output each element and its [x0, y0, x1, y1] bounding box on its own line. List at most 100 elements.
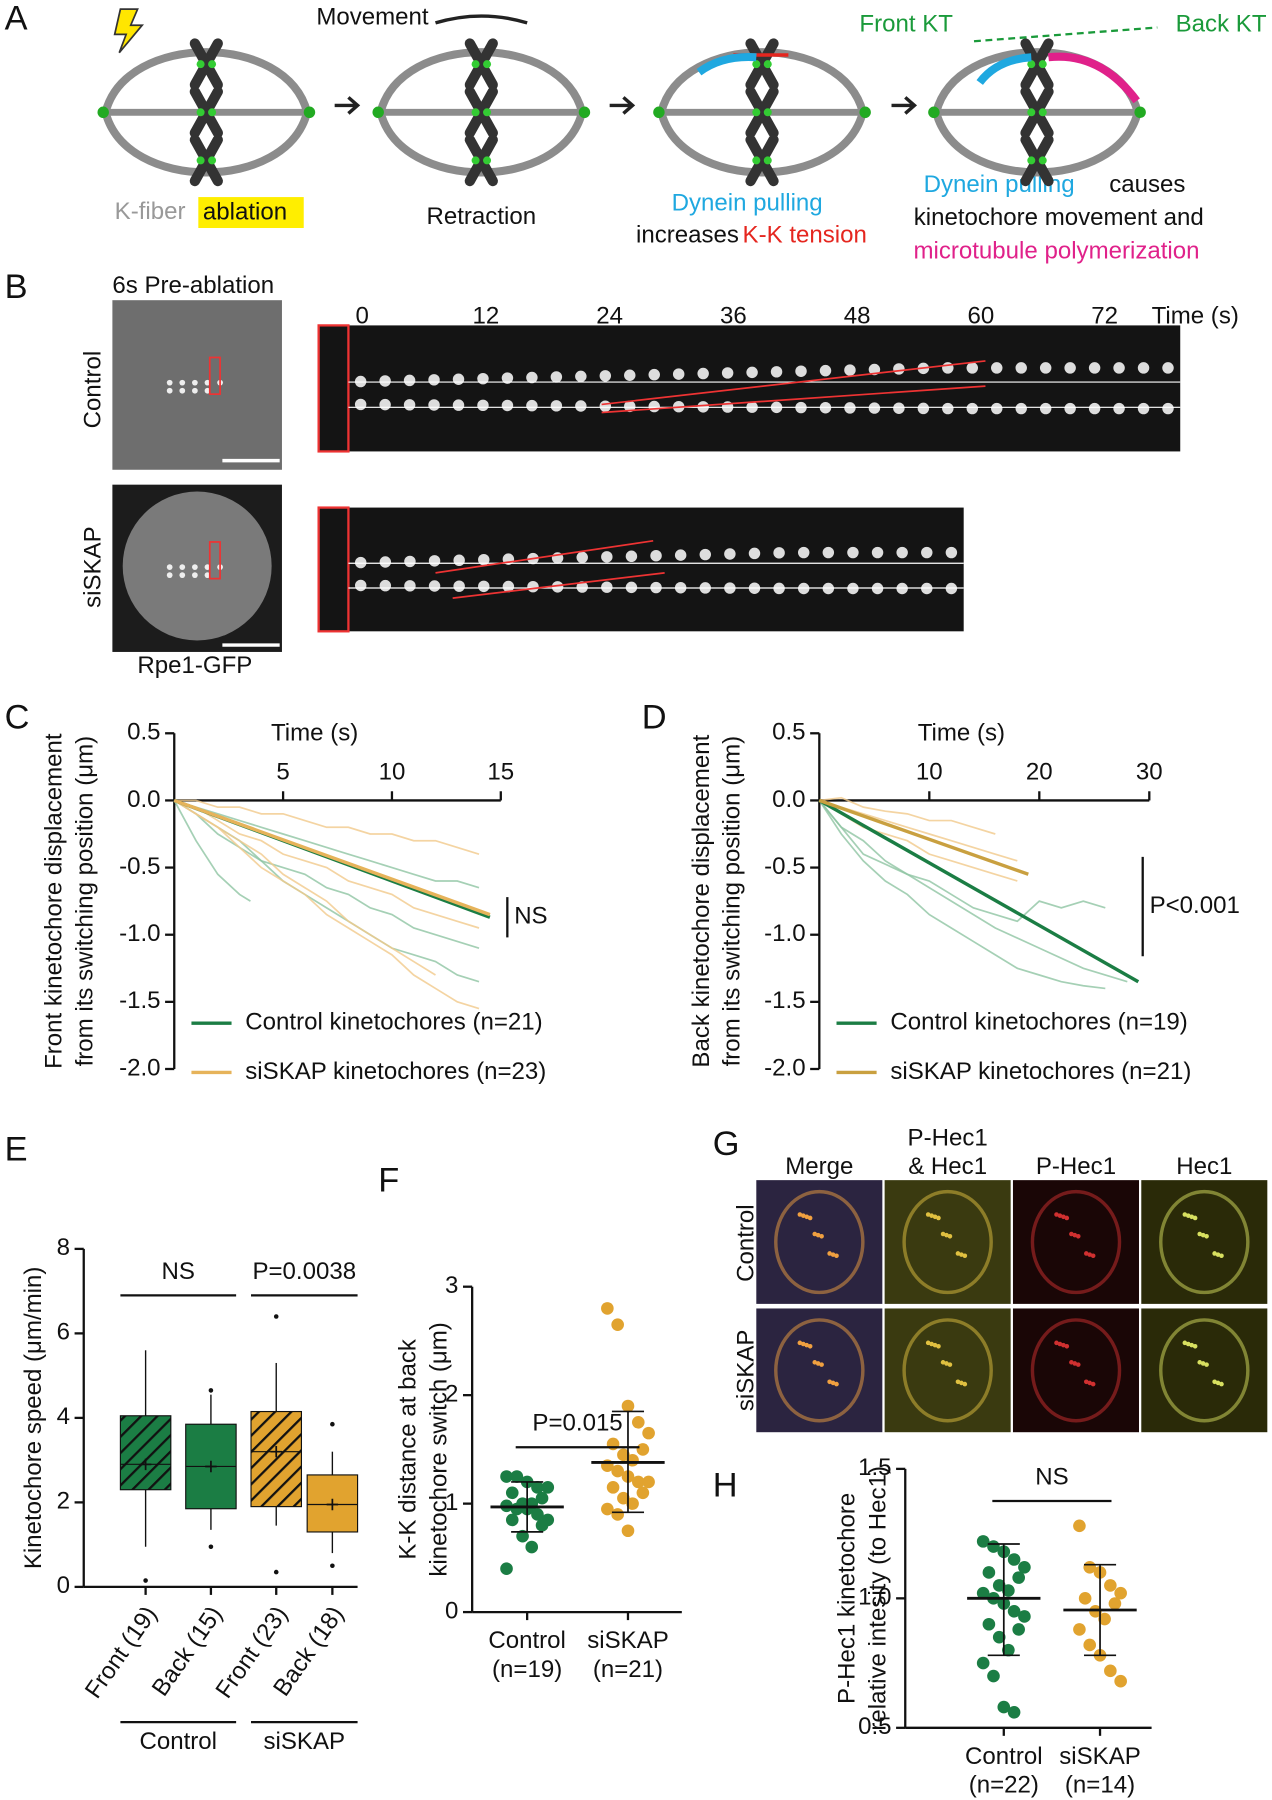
point: [500, 1562, 513, 1576]
spot: [893, 363, 905, 375]
x-tick-label: 30: [1136, 758, 1163, 785]
spot: [166, 387, 173, 394]
point: [606, 1481, 620, 1494]
spot: [179, 564, 186, 571]
label: K-fiber: [115, 198, 186, 225]
y-tick-label: 1: [445, 1489, 458, 1516]
column-label: Merge: [785, 1153, 853, 1180]
point: [626, 1497, 639, 1510]
spot: [770, 366, 783, 378]
kinetochore: [471, 156, 480, 165]
fit-line: [452, 572, 665, 599]
spot: [795, 365, 807, 377]
point: [976, 1535, 990, 1548]
chromosome: [745, 134, 779, 187]
spot: [807, 1343, 813, 1349]
kinetochore: [208, 108, 217, 117]
cell: [902, 1318, 993, 1423]
spot: [354, 579, 367, 592]
spot: [819, 1233, 824, 1239]
spot: [1039, 362, 1052, 374]
point: [601, 1502, 614, 1516]
pole: [928, 106, 940, 119]
point: [611, 1508, 624, 1521]
trace: [818, 799, 1106, 923]
kinetochore: [196, 108, 205, 117]
point: [1114, 1674, 1127, 1688]
micrograph: [112, 300, 282, 470]
spot: [526, 399, 538, 412]
spot: [550, 400, 563, 412]
point: [535, 1519, 549, 1532]
spot: [166, 572, 173, 579]
point: [611, 1318, 624, 1331]
label: Movement: [316, 4, 429, 31]
spot: [1219, 1253, 1224, 1259]
y-tick-label: 1.5: [858, 1454, 891, 1481]
roi: [317, 324, 350, 453]
spot: [648, 368, 660, 381]
column-label: P-Hec1: [908, 1124, 988, 1151]
pole: [372, 106, 384, 119]
spot: [1090, 1381, 1096, 1387]
y-axis-label: kinetochore switch (μm): [425, 1322, 452, 1576]
fit-line: [601, 360, 986, 406]
mean-marker: [270, 1445, 282, 1458]
spot: [452, 373, 465, 385]
pole: [578, 106, 591, 119]
spot: [942, 402, 954, 415]
y-tick-label: 1.0: [858, 1584, 891, 1611]
y-axis-label: relative intesity (to Hec1): [864, 1466, 891, 1731]
pole: [859, 106, 871, 119]
point: [631, 1475, 645, 1489]
kinetochore: [1038, 60, 1047, 69]
chromosome: [464, 86, 498, 139]
spot: [527, 580, 539, 593]
spot: [1015, 402, 1027, 415]
spot: [724, 548, 736, 560]
spot: [966, 362, 979, 374]
spot: [699, 548, 712, 561]
cell: [1030, 1189, 1122, 1295]
kinetochore: [763, 60, 772, 69]
spot: [1192, 1215, 1198, 1221]
point: [992, 1630, 1006, 1644]
kinetochore: [763, 156, 772, 165]
panel-label: G: [713, 1125, 740, 1163]
kinetochore: [483, 156, 492, 165]
chromosome: [1020, 38, 1054, 90]
kinetochore: [208, 60, 217, 69]
spot: [1204, 1233, 1209, 1239]
kinetochore: [196, 60, 205, 69]
fit-line: [818, 798, 1029, 876]
arrow: [434, 14, 528, 25]
kinetochore: [1027, 156, 1036, 165]
spot: [192, 564, 198, 571]
spot: [1088, 362, 1101, 374]
chromosome: [745, 86, 779, 139]
point: [636, 1443, 650, 1456]
chromosome: [1020, 86, 1054, 139]
panel-label: B: [5, 268, 28, 306]
spot: [354, 556, 367, 569]
point: [642, 1426, 655, 1440]
time-tick-label: 0: [355, 303, 368, 330]
legend-label: siSKAP kinetochores (n=21): [890, 1058, 1191, 1085]
spot: [526, 371, 538, 384]
point: [982, 1566, 996, 1579]
spot: [672, 368, 685, 380]
time-tick-label: 36: [720, 303, 747, 330]
kinetochore: [1038, 156, 1047, 165]
spot: [1075, 1233, 1081, 1239]
y-tick-label: -1.0: [119, 920, 160, 947]
spot: [477, 399, 489, 412]
spot: [502, 580, 515, 593]
spot: [1015, 362, 1027, 374]
legend-label: Control kinetochores (n=21): [245, 1009, 542, 1036]
time-tick-label: 48: [844, 303, 871, 330]
y-tick-label: 0.5: [772, 719, 805, 746]
y-axis-label: from its switching position (μm): [719, 736, 746, 1067]
trace: [173, 800, 251, 902]
spot: [1064, 1215, 1070, 1221]
time-tick-label: 60: [968, 303, 995, 330]
